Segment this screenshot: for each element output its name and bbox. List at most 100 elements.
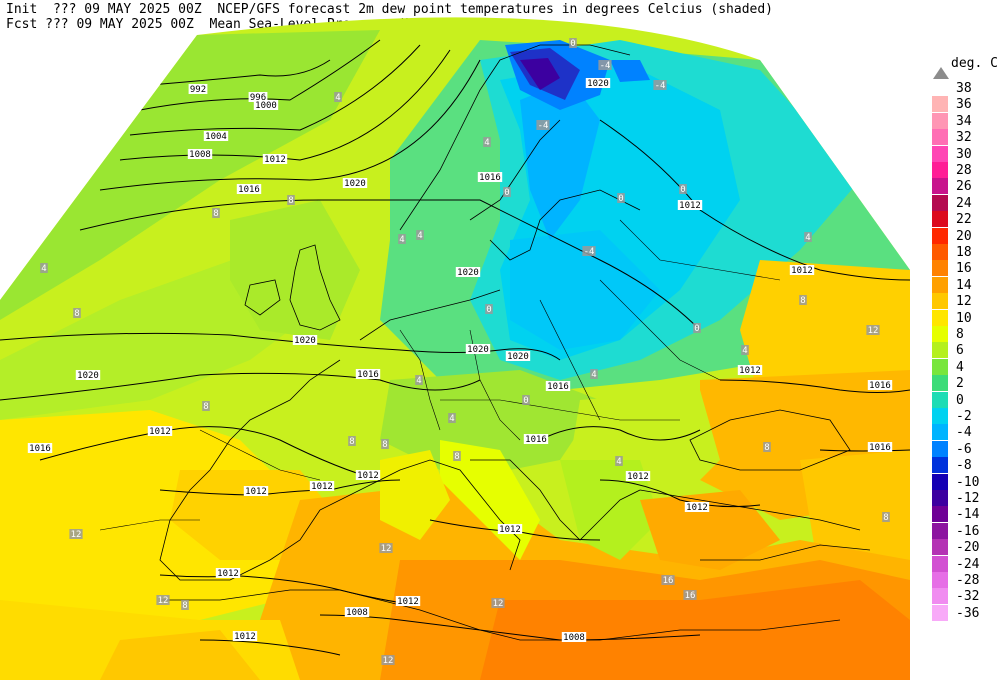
- legend-label: -24: [956, 556, 980, 572]
- legend-item: 2: [932, 375, 996, 392]
- legend-label: 32: [956, 130, 972, 146]
- isobar-label-bg: [75, 370, 101, 380]
- isobar-label: 1004: [203, 131, 229, 142]
- dewpoint-contour-label-bg: [679, 184, 687, 194]
- isobar-label: 1016: [236, 184, 262, 195]
- isobar-label-bg: [585, 78, 611, 88]
- isobar-label-bg: [243, 486, 269, 496]
- dewpoint-contour-label: 0: [522, 395, 530, 406]
- dewpoint-contour-label-bg: [448, 413, 456, 423]
- legend-swatch: [932, 244, 948, 260]
- legend-swatch: [932, 96, 948, 113]
- legend-item: 14: [932, 276, 996, 293]
- dewpoint-contour-label-bg: [287, 195, 295, 205]
- isobar-label-text: 1008: [189, 150, 211, 160]
- dewpoint-contour-label-text: 0: [486, 305, 491, 315]
- dewpoint-contour-label-text: 8: [764, 443, 769, 453]
- dewpoint-contour-label-bg: [617, 193, 625, 203]
- dewpoint-contour-label-bg: [804, 232, 812, 242]
- dewpoint-contour-label: -4: [582, 246, 596, 257]
- dewpoint-contour-label-text: 4: [399, 235, 404, 245]
- legend-label: -6: [956, 441, 972, 457]
- isobar-label-text: 1000: [255, 101, 277, 111]
- legend-swatch: [932, 178, 948, 195]
- isobar-label-text: 1012: [217, 569, 239, 579]
- dewpoint-contour-label-text: 12: [383, 656, 394, 666]
- dewpoint-contour-label: 4: [334, 92, 342, 103]
- dewpoint-contour-label-bg: [398, 234, 406, 244]
- dewpoint-contour-label: 8: [348, 436, 356, 447]
- legend-label: 8: [956, 327, 964, 342]
- isobar-label-text: 1020: [467, 345, 489, 355]
- legend-label: 38: [956, 81, 972, 96]
- isobar-label-bg: [27, 443, 53, 453]
- isobar-label-bg: [737, 365, 763, 375]
- isobar-label: 1012: [232, 631, 258, 642]
- dewpoint-contour-label: 4: [590, 369, 598, 380]
- legend-item: 32: [932, 129, 996, 146]
- isobar-label: 1012: [789, 265, 815, 276]
- legend-label: 2: [956, 376, 964, 392]
- dewpoint-contour-label-text: 16: [663, 576, 674, 586]
- isobar-label-text: 1020: [457, 268, 479, 278]
- legend-swatch: [932, 293, 948, 310]
- isobar-label-text: 1008: [346, 608, 368, 618]
- dewpoint-contour-label-text: -4: [584, 247, 595, 257]
- isobar-label: 1012: [684, 502, 710, 513]
- isobar-label-text: 1020: [507, 352, 529, 362]
- dewpoint-contour-label: 8: [212, 208, 220, 219]
- legend-label: 4: [956, 359, 964, 375]
- isobar-label-bg: [867, 380, 893, 390]
- dewpoint-contour-label-bg: [453, 451, 461, 461]
- isobar-label-text: 1012: [357, 471, 379, 481]
- isobar-label-bg: [497, 524, 523, 534]
- header-line-init: Init ??? 09 MAY 2025 00Z NCEP/GFS foreca…: [6, 2, 774, 17]
- isobar-label-bg: [292, 335, 318, 345]
- isobar-label-text: 1012: [149, 427, 171, 437]
- legend-item: -16: [932, 522, 996, 539]
- dewpoint-contour-label-bg: [202, 401, 210, 411]
- dewpoint-contour-label-text: 8: [288, 196, 293, 206]
- dewpoint-contour-label: 16: [661, 575, 675, 586]
- dewpoint-contour-label: 8: [73, 308, 81, 319]
- legend-swatch: [932, 276, 948, 293]
- isobar-label-text: 1020: [344, 179, 366, 189]
- dewpoint-contour-label-bg: [181, 600, 189, 610]
- isobar-label-text: 1012: [264, 155, 286, 165]
- isobar-label-text: 1016: [547, 382, 569, 392]
- dewpoint-contour-label-bg: [212, 208, 220, 218]
- legend-swatch: [932, 539, 948, 556]
- legend-label: 20: [956, 228, 972, 244]
- dewpoint-contour-label-text: 12: [493, 599, 504, 609]
- isobar-label: 1012: [737, 365, 763, 376]
- dewpoint-contour-label-text: 4: [805, 233, 810, 243]
- isobar-label-text: 1012: [397, 597, 419, 607]
- isobar-label: 1012: [677, 200, 703, 211]
- legend-swatch: [932, 80, 948, 96]
- legend-label: 24: [956, 195, 972, 211]
- legend-item: -36: [932, 604, 996, 621]
- legend-label: -4: [956, 425, 972, 441]
- dewpoint-contour-label-text: 4: [417, 231, 422, 241]
- dewpoint-contour-label-text: 12: [868, 326, 879, 336]
- isobar-label: 1020: [585, 78, 611, 89]
- legend-swatch: [932, 309, 948, 326]
- legend-label: 16: [956, 261, 972, 277]
- dewpoint-contour-label: 8: [381, 439, 389, 450]
- dewpoint-contour-label-text: 4: [742, 346, 747, 356]
- isobar-label: 1020: [465, 344, 491, 355]
- legend-swatch: [932, 145, 948, 162]
- dewpoint-contour-label-bg: [661, 575, 675, 585]
- legend-swatch: [932, 260, 948, 277]
- dewpoint-contour-label-bg: [40, 263, 48, 273]
- isobar-label-bg: [344, 607, 370, 617]
- legend-label: 6: [956, 343, 964, 359]
- legend-label: 36: [956, 97, 972, 113]
- isobar-label: 1020: [342, 178, 368, 189]
- legend-item: 30: [932, 145, 996, 162]
- dewpoint-contour-label-bg: [799, 295, 807, 305]
- dewpoint-contour-label: 4: [483, 137, 491, 148]
- isobar-label-text: 1012: [686, 503, 708, 513]
- legend-label: -2: [956, 409, 972, 424]
